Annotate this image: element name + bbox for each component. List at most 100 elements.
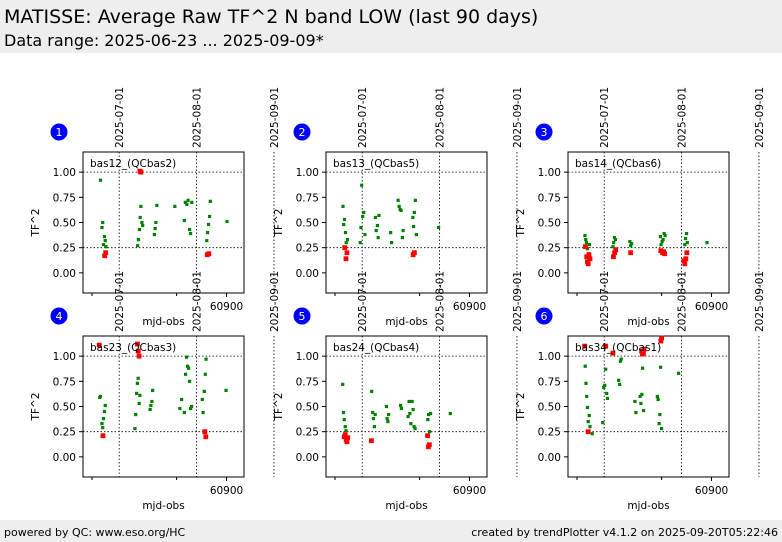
panel-6: 2025-07-01 2025-08-01 2025-09-01 0.00 0.25 0.… xyxy=(515,271,766,512)
data-point xyxy=(104,245,108,249)
y-tick-label: 1.00 xyxy=(53,351,76,363)
outlier-point xyxy=(138,169,144,175)
date-tick-label: 2025-07-01 xyxy=(357,87,369,148)
plot-frame xyxy=(325,335,488,478)
data-point xyxy=(138,215,142,220)
data-point xyxy=(343,425,347,429)
data-point xyxy=(342,222,346,227)
data-point xyxy=(376,236,380,240)
header-bar: MATISSE: Average Raw TF^2 N band LOW (la… xyxy=(0,0,782,53)
data-point xyxy=(604,367,608,371)
baseline-label: bas13_(QCbas5) xyxy=(333,158,419,170)
data-point xyxy=(436,225,441,230)
data-point xyxy=(151,388,155,392)
data-point xyxy=(149,403,153,408)
date-tick-label: 2025-08-01 xyxy=(677,87,689,148)
data-point xyxy=(602,385,606,389)
outlier-point xyxy=(202,429,208,435)
x-tick-label: 60900 xyxy=(210,301,243,313)
data-point xyxy=(639,401,643,406)
data-point xyxy=(583,364,587,368)
x-axis-label: mjd-obs xyxy=(142,500,184,512)
data-point xyxy=(414,232,418,237)
data-point xyxy=(136,376,140,380)
data-point xyxy=(362,210,366,215)
data-point xyxy=(135,391,139,396)
y-tick-label: 0.00 xyxy=(538,268,561,280)
data-point xyxy=(187,227,192,232)
data-point xyxy=(200,397,204,402)
data-point xyxy=(182,410,186,415)
x-tick-label: 60900 xyxy=(453,485,486,497)
y-tick-label: 0.50 xyxy=(538,218,561,230)
data-point xyxy=(205,230,210,235)
data-point xyxy=(406,414,410,419)
baseline-label: bas24_(QCbas4) xyxy=(333,342,419,354)
data-point xyxy=(401,228,405,233)
data-point xyxy=(630,242,634,246)
data-point xyxy=(373,215,378,220)
date-tick-label: 2025-09-01 xyxy=(754,271,766,332)
footer-credit: powered by QC: www.eso.org/HC xyxy=(4,526,186,539)
outlier-point xyxy=(585,261,591,267)
data-point xyxy=(605,391,609,396)
y-tick-label: 0.25 xyxy=(538,427,561,439)
y-tick-label: 0.75 xyxy=(538,192,561,204)
y-tick-label: 0.00 xyxy=(538,452,561,464)
data-point xyxy=(655,394,659,399)
data-point xyxy=(659,365,663,369)
y-tick-label: 0.75 xyxy=(538,376,561,388)
data-point xyxy=(683,243,687,247)
data-point xyxy=(399,406,403,411)
plot-frame xyxy=(325,151,488,294)
panel-number-badge xyxy=(535,123,553,141)
data-point xyxy=(141,223,145,228)
outlier-point xyxy=(628,250,634,256)
page-title: MATISSE: Average Raw TF^2 N band LOW (la… xyxy=(4,6,539,28)
outlier-point xyxy=(683,256,689,262)
data-point xyxy=(358,241,362,245)
data-point xyxy=(662,231,666,236)
data-point xyxy=(178,406,182,411)
y-tick-label: 0.50 xyxy=(296,402,319,414)
data-point xyxy=(189,404,194,409)
outlier-point xyxy=(411,250,417,256)
data-point xyxy=(187,379,192,383)
outlier-point xyxy=(682,261,688,267)
data-point xyxy=(360,183,364,187)
data-point xyxy=(148,407,152,412)
data-point xyxy=(205,239,209,243)
y-axis-label: TF^2 xyxy=(273,209,285,238)
x-axis-label: mjd-obs xyxy=(385,500,427,512)
outlier-point xyxy=(344,250,350,256)
date-tick-label: 2025-09-01 xyxy=(512,271,524,332)
data-point xyxy=(386,420,390,424)
y-axis-label: TF^2 xyxy=(30,209,42,238)
y-axis-label: TF^2 xyxy=(515,209,527,238)
y-tick-label: 1.00 xyxy=(296,351,319,363)
y-tick-label: 0.75 xyxy=(296,376,319,388)
data-point xyxy=(134,412,138,417)
data-point xyxy=(186,198,190,202)
data-point xyxy=(345,238,350,242)
data-point xyxy=(153,226,157,231)
data-point xyxy=(101,426,105,430)
outlier-point xyxy=(206,251,212,257)
plot-frame xyxy=(567,335,730,478)
data-point xyxy=(428,411,433,416)
footer-generated: created by trendPlotter v4.1.2 on 2025-0… xyxy=(471,526,778,539)
outlier-point xyxy=(585,429,591,435)
data-point xyxy=(371,416,376,421)
data-point xyxy=(619,357,623,361)
data-point xyxy=(427,430,432,434)
panel-number: 4 xyxy=(56,310,63,323)
data-point xyxy=(155,203,159,207)
outlier-point xyxy=(659,335,665,341)
data-point xyxy=(185,364,190,368)
data-point xyxy=(344,241,348,245)
data-point xyxy=(399,403,403,408)
outlier-point xyxy=(103,250,109,256)
data-point xyxy=(102,409,107,414)
data-point xyxy=(613,238,618,242)
outlier-point xyxy=(640,350,646,356)
